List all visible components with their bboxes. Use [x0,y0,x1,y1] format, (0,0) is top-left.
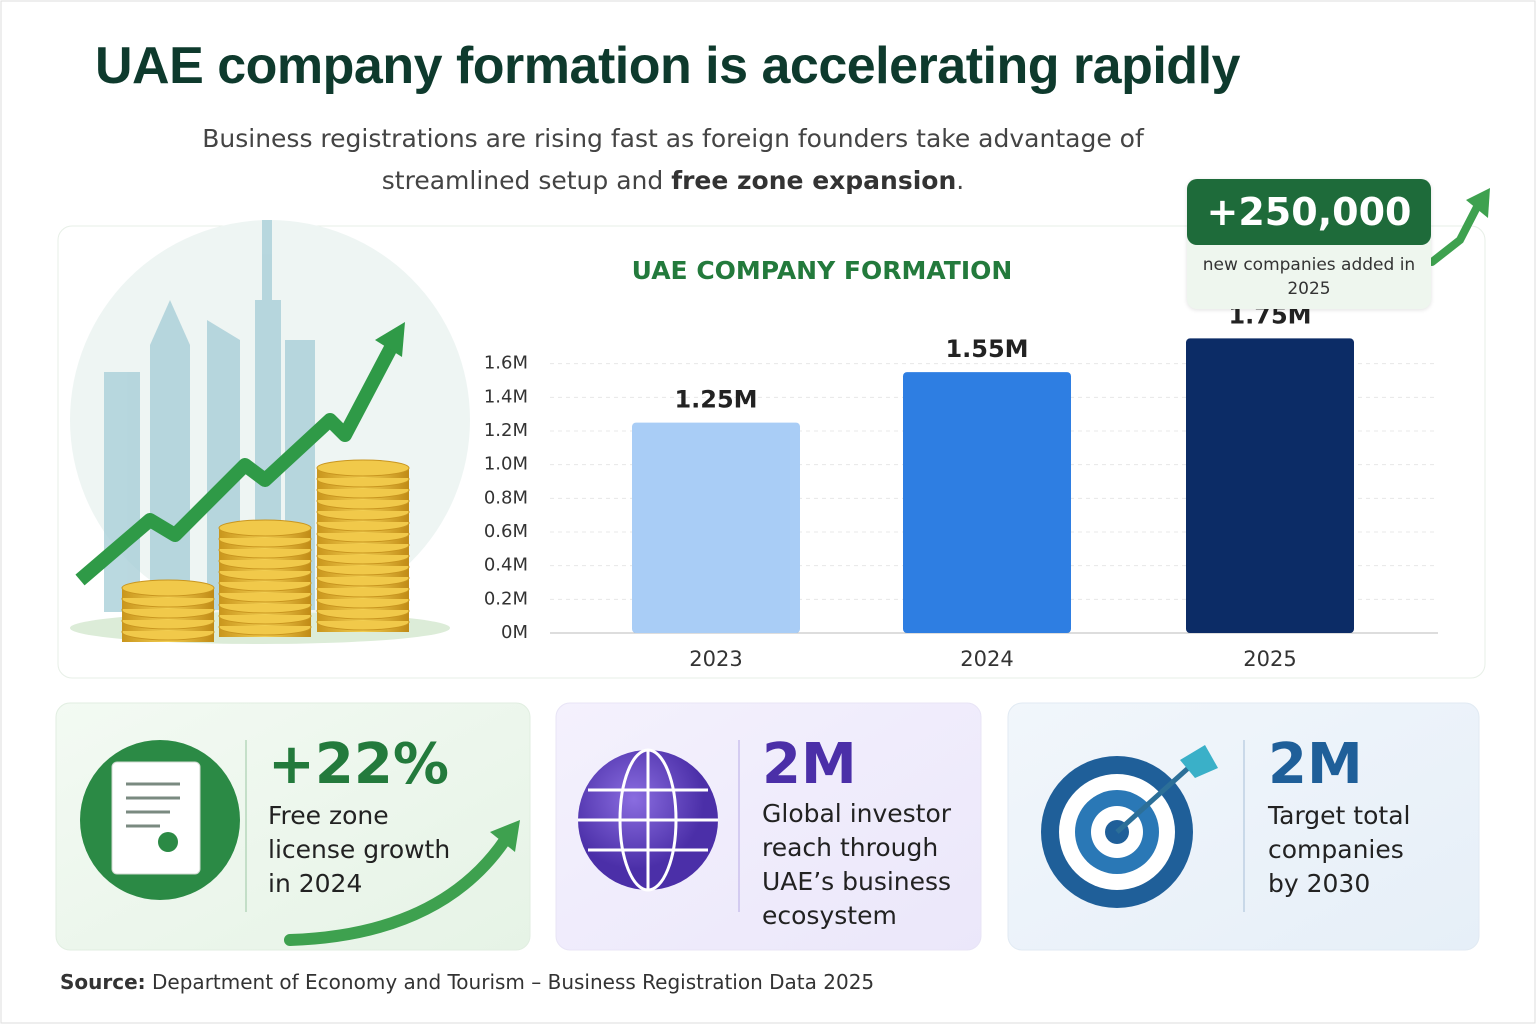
chart: 0M 0.2M 0.4M 0.6M 0.8M 1.0M 1.2M 1.4M 1.6M 1.25M 2… [484,301,1438,671]
x-tick-label: 2025 [1243,647,1296,671]
y-tick-label: 0M [501,622,528,643]
coin-stacks [121,459,410,642]
bar [903,372,1071,633]
y-tick-label: 1.0M [484,454,528,475]
arrow-head [1466,188,1490,218]
stat-value: 2M [1268,732,1363,797]
title: UAE company formation is accelerating ra… [95,37,1240,95]
y-tick-label: 0.4M [484,555,528,576]
growth-arrow [284,834,511,946]
stat: +22% Free zone license growth in 2024 [268,732,468,901]
coin-top [316,459,410,477]
y-tick-label: 0.2M [484,588,528,609]
value-label: 1.55M [945,335,1028,363]
arrow-head [375,322,405,357]
callout-value: +250,000 [1187,179,1431,245]
certificate-lines [126,782,180,828]
coin-top [218,519,312,537]
y-tick-label: 1.6M [484,353,528,374]
callout-text: new companies added in 2025 [1202,255,1416,299]
subtitle-bold: free zone expansion [671,166,957,195]
bar [632,422,800,633]
bar [1186,338,1354,633]
subtitle-end: . [956,166,965,195]
callout: +250,000 new companies added in 2025 [1187,179,1431,309]
value-label: 1.25M [674,386,757,414]
subtitle: Business registrations are rising fast a… [168,118,1178,202]
globe-grid [578,748,718,892]
callout-arrow [1428,201,1482,266]
x-tick-label: 2024 [960,647,1013,671]
seal [158,832,178,852]
y-tick-label: 0.8M [484,487,528,508]
stat: 2M Target total companies by 2030 [1268,732,1428,901]
trend-arrow [75,336,402,586]
source-text: Department of Economy and Tourism – Busi… [152,970,875,994]
y-tick-label: 1.2M [484,420,528,441]
coin-top [121,579,215,597]
certificate [111,761,201,875]
arrow-head [490,820,520,852]
chart-title: UAE COMPANY FORMATION [632,256,1013,285]
stat-value: 2M [762,732,857,797]
y-tick-label: 1.4M [484,386,528,407]
stat-text: Global investor reach through UAE’s busi… [762,799,952,930]
stat-text: Target total companies by 2030 [1268,801,1411,898]
source-label: Source: [60,970,146,994]
subtitle-text: Business registrations are rising fast a… [202,124,1144,195]
stat: 2M Global investor reach through UAE’s b… [762,732,962,933]
stat-value: +22% [268,732,449,797]
target [1041,745,1218,908]
x-tick-label: 2023 [689,647,742,671]
stat-text: Free zone license growth in 2024 [268,801,451,898]
source: Source: Department of Economy and Touris… [60,970,874,994]
y-tick-label: 0.6M [484,521,528,542]
